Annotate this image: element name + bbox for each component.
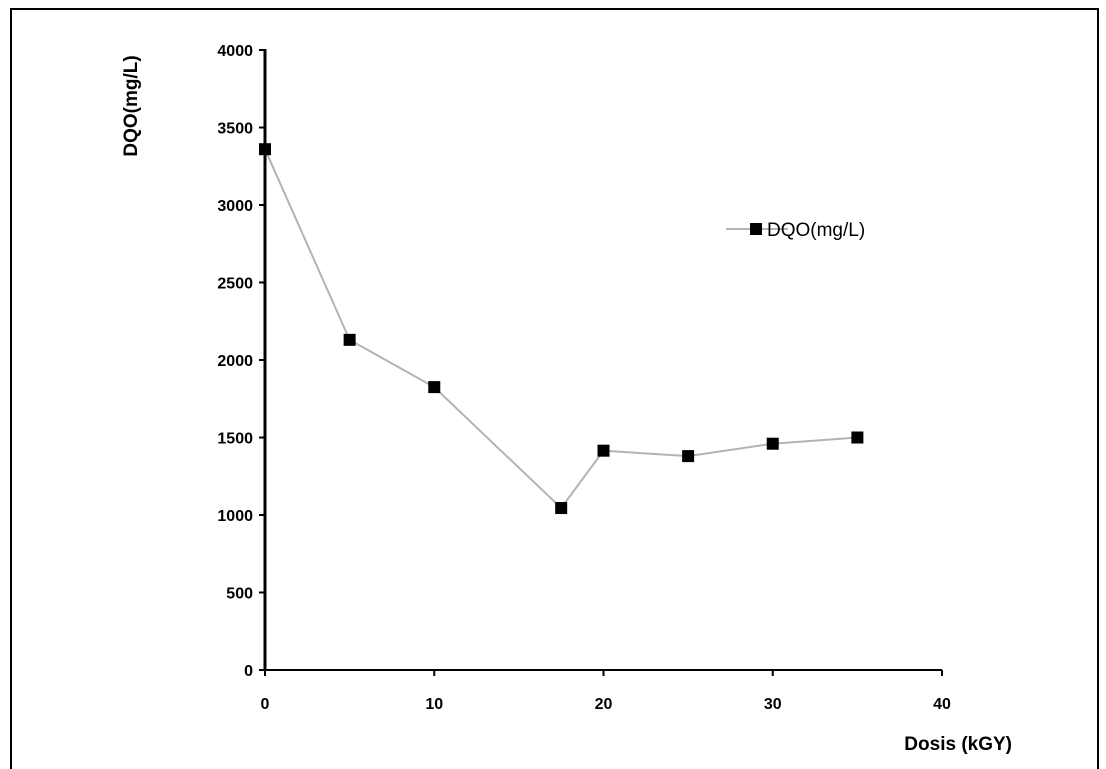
data-point-marker: [682, 450, 695, 463]
x-tick-label: 30: [764, 696, 782, 713]
y-tick-label: 1000: [217, 508, 253, 525]
data-point-marker: [766, 437, 779, 450]
x-axis-title: Dosis (kGY): [904, 734, 1012, 755]
y-tick-label: 3000: [217, 198, 253, 215]
y-axis-title: DQO(mg/L): [121, 55, 142, 156]
legend-marker: [750, 223, 762, 235]
y-tick-label: 2000: [217, 353, 253, 370]
y-tick-label: 1500: [217, 431, 253, 448]
legend: DQO(mg/L): [726, 220, 865, 241]
x-tick-label: 0: [261, 696, 270, 713]
y-tick-label: 3500: [217, 121, 253, 138]
data-point-marker: [851, 431, 864, 444]
series-line-dqo: [264, 148, 858, 510]
y-tick-label: 500: [226, 586, 253, 603]
x-tick-label: 10: [425, 696, 443, 713]
y-tick-label: 4000: [217, 43, 253, 60]
y-tick-label: 2500: [217, 276, 253, 293]
data-point-marker: [259, 143, 271, 156]
data-point-marker: [555, 502, 568, 515]
y-tick-label: 0: [244, 663, 253, 680]
legend-label-dqo: DQO(mg/L): [767, 220, 865, 241]
series-markers: [259, 143, 864, 515]
data-point-marker: [597, 444, 610, 457]
chart-frame: [10, 8, 1099, 769]
y-axis-ticks: 0 500 1000 1500 2000 2500 3000 3500 4000: [217, 43, 265, 680]
x-axis-ticks: 0 10 20 30 40: [261, 670, 951, 713]
x-tick-label: 20: [595, 696, 613, 713]
data-point-marker: [428, 381, 441, 394]
x-tick-label: 40: [933, 696, 951, 713]
data-point-marker: [343, 333, 356, 346]
